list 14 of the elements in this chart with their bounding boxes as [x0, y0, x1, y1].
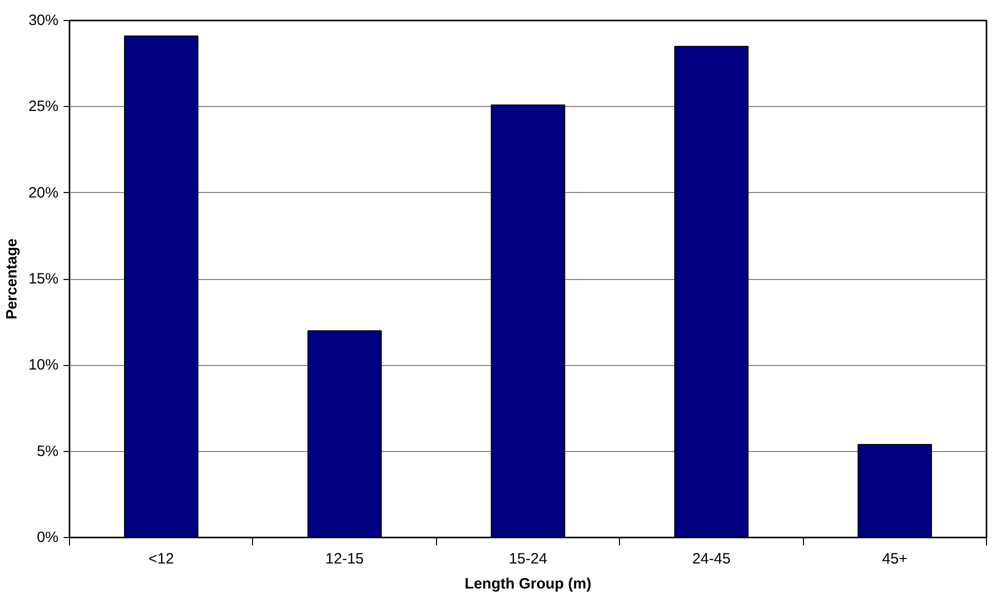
- x-tick-label: 24-45: [692, 550, 731, 568]
- y-tick-label: 20%: [28, 184, 59, 202]
- x-tick-label: <12: [148, 550, 174, 568]
- x-tick-label: 15-24: [508, 550, 548, 568]
- y-tick-label: 25%: [28, 98, 59, 116]
- y-axis-title: Percentage: [3, 238, 20, 320]
- x-tick-label: 45+: [882, 550, 908, 568]
- y-tick-label: 5%: [36, 442, 59, 460]
- y-tick-label: 10%: [28, 356, 59, 374]
- x-tick-label: 12-15: [325, 550, 364, 568]
- x-axis-title: Length Group (m): [464, 576, 592, 592]
- y-tick-label: 30%: [28, 12, 59, 29]
- y-tick-label: 0%: [36, 529, 59, 546]
- y-tick-label: 15%: [28, 270, 59, 288]
